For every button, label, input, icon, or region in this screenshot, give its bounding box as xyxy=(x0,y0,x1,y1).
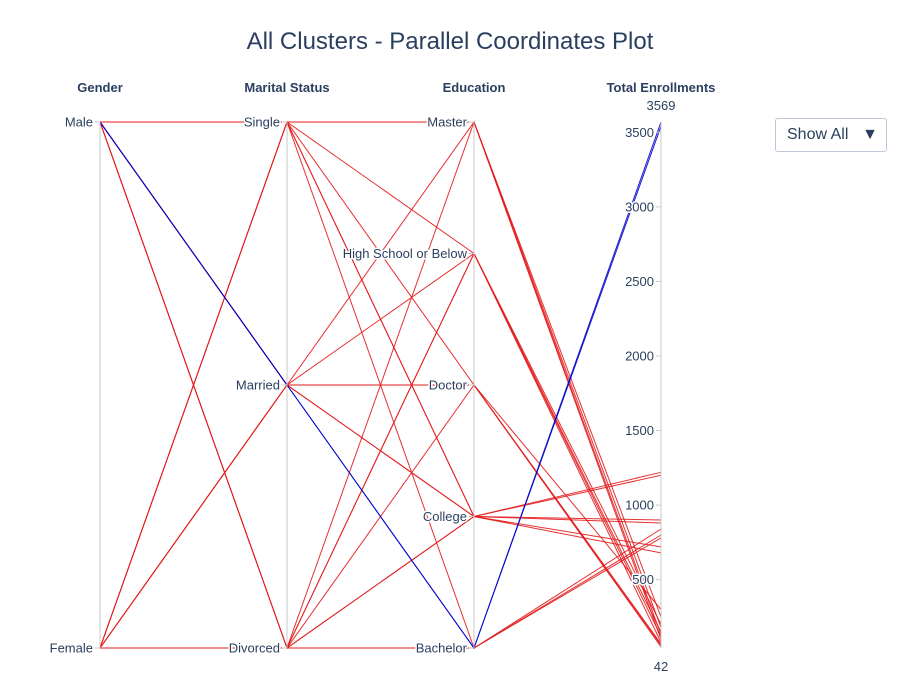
tick-label-divorced: Divorced xyxy=(229,641,280,656)
tick-label-bachelor: Bachelor xyxy=(416,641,468,656)
tick-label-doctor: Doctor xyxy=(429,378,468,393)
data-line-series0-16 xyxy=(100,120,662,649)
tick-label-halo: 3000 xyxy=(625,199,654,214)
tick-label-single: Single xyxy=(244,115,280,130)
tick-label-halo: 2500 xyxy=(625,274,654,289)
tick-label-male: Male xyxy=(65,115,93,130)
tick-label-1000: 1000 xyxy=(625,498,654,513)
data-line-series0-20 xyxy=(100,534,662,649)
tick-label-halo: Doctor xyxy=(429,378,468,393)
tick-label-halo: 1500 xyxy=(625,423,654,438)
tick-label-500: 500 xyxy=(632,572,654,587)
tick-label-halo: Bachelor xyxy=(416,641,468,656)
tick-label-halo: Female xyxy=(50,641,93,656)
dropdown-selected-label: Show All xyxy=(787,126,849,143)
tick-label-female: Female xyxy=(50,641,93,656)
tick-label-halo: Married xyxy=(236,378,280,393)
tick-label-halo: 500 xyxy=(632,572,654,587)
tick-label-halo: College xyxy=(423,509,467,524)
tick-label-2500: 2500 xyxy=(625,274,654,289)
tick-label-halo: Male xyxy=(65,115,93,130)
data-line-series0-7 xyxy=(99,121,662,633)
triangle-down-icon: ▼ xyxy=(862,126,878,143)
tick-label-halo: Divorced xyxy=(229,641,280,656)
axis-title-gender: Gender xyxy=(77,80,123,95)
axis-title-total-enrollments: Total Enrollments xyxy=(607,80,716,95)
axis-title-education: Education xyxy=(443,80,506,95)
data-line-series0-12 xyxy=(99,120,662,649)
range-min-label: 42 xyxy=(654,659,668,674)
polylines-layer xyxy=(99,120,662,650)
tick-label-halo: 3500 xyxy=(625,125,654,140)
data-line-series0-17 xyxy=(100,252,662,649)
cluster-filter-dropdown[interactable]: Show All ▼ xyxy=(775,118,887,152)
tick-label-married: Married xyxy=(236,378,280,393)
tick-label-college: College xyxy=(423,509,467,524)
tick-label-halo: 1000 xyxy=(625,498,654,513)
tick-label-halo: High School or Below xyxy=(343,246,468,261)
range-max-label: 3569 xyxy=(647,98,676,113)
tick-label-high-school-or-below: High School or Below xyxy=(343,246,468,261)
tick-label-1500: 1500 xyxy=(625,423,654,438)
tick-label-2000: 2000 xyxy=(625,348,654,363)
data-line-series0-2 xyxy=(100,121,662,548)
tick-label-halo: 2000 xyxy=(625,348,654,363)
tick-label-halo: Master xyxy=(427,115,467,130)
tick-label-3500: 3500 xyxy=(625,125,654,140)
data-line-series0-0 xyxy=(100,121,662,640)
data-line-series1-1 xyxy=(99,121,662,650)
tick-label-halo: Single xyxy=(244,115,280,130)
axis-title-marital-status: Marital Status xyxy=(244,80,329,95)
tick-label-3000: 3000 xyxy=(625,199,654,214)
data-line-series0-9 xyxy=(99,121,662,521)
chart-title: All Clusters - Parallel Coordinates Plot xyxy=(246,28,654,55)
tick-label-master: Master xyxy=(427,115,467,130)
